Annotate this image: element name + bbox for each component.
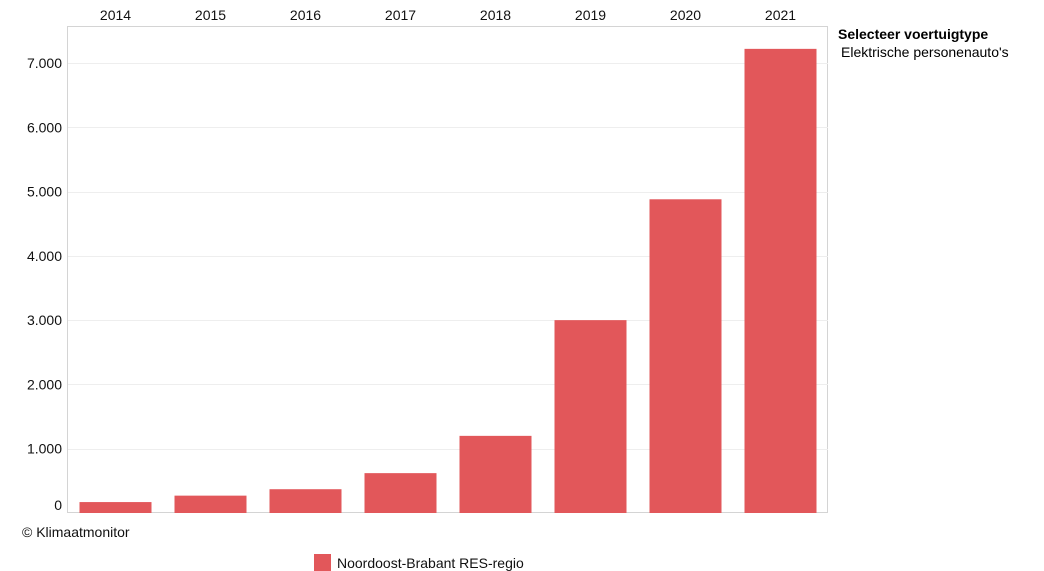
y-tick-label: 2.000 xyxy=(27,376,62,392)
bar-2015[interactable] xyxy=(174,495,247,513)
vehicle-type-filter[interactable]: Selecteer voertuigtype Elektrische perso… xyxy=(838,26,1009,60)
bar-2014[interactable] xyxy=(79,502,152,513)
x-axis-ticks: 2014 2015 2016 2017 2018 2019 2020 2021 xyxy=(100,7,796,23)
legend-swatch xyxy=(314,554,331,571)
y-axis-ticks: 0 1.000 2.000 3.000 4.000 5.000 6.000 7.000 xyxy=(27,55,62,513)
y-tick-label: 1.000 xyxy=(27,441,62,457)
x-tick-label: 2018 xyxy=(480,7,511,23)
bar-2018[interactable] xyxy=(459,435,532,513)
filter-value[interactable]: Elektrische personenauto's xyxy=(841,44,1009,60)
y-tick-label: 7.000 xyxy=(27,55,62,71)
y-tick-label: 4.000 xyxy=(27,248,62,264)
bar-2021[interactable] xyxy=(744,48,817,513)
filter-title: Selecteer voertuigtype xyxy=(838,26,989,42)
y-tick-label: 0 xyxy=(54,497,62,513)
bar-2017[interactable] xyxy=(364,473,437,513)
legend: Noordoost-Brabant RES-regio xyxy=(314,554,524,571)
bars xyxy=(79,48,817,514)
x-tick-label: 2019 xyxy=(575,7,606,23)
bar-2016[interactable] xyxy=(269,489,342,513)
bar-2020[interactable] xyxy=(649,199,722,514)
copyright-text: © Klimaatmonitor xyxy=(22,524,130,540)
y-tick-label: 6.000 xyxy=(27,119,62,135)
x-tick-label: 2016 xyxy=(290,7,321,23)
x-tick-label: 2017 xyxy=(385,7,416,23)
y-tick-label: 3.000 xyxy=(27,312,62,328)
legend-label: Noordoost-Brabant RES-regio xyxy=(337,554,524,571)
x-tick-label: 2015 xyxy=(195,7,226,23)
y-tick-label: 5.000 xyxy=(27,184,62,200)
bar-2019[interactable] xyxy=(554,320,627,513)
x-tick-label: 2021 xyxy=(765,7,796,23)
x-tick-label: 2020 xyxy=(670,7,701,23)
x-tick-label: 2014 xyxy=(100,7,131,23)
